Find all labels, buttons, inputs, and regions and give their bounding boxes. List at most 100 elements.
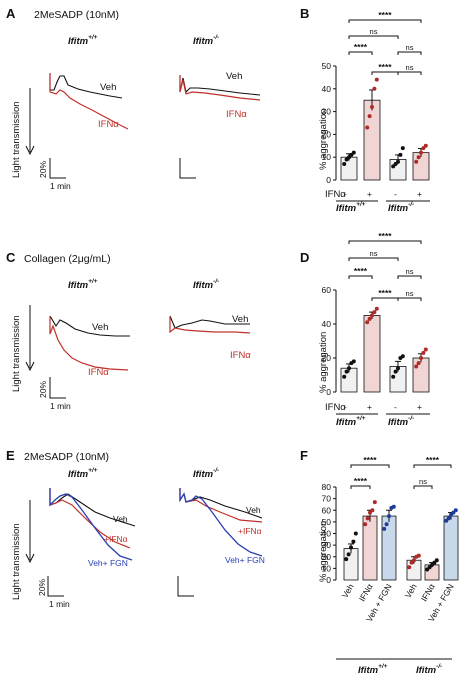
y-tick-label-b: 20 <box>322 129 332 139</box>
panel-c: C Collagen (2μg/mL) Ifitm+/+ Ifitm-/- Li… <box>6 250 251 411</box>
data-point-d <box>351 359 356 364</box>
trace-veh-wt-a <box>49 73 123 99</box>
bar-f <box>343 548 359 581</box>
group-label-wt-d: Ifitm+/+ <box>336 415 366 428</box>
genotype-ko-c: Ifitm-/- <box>193 278 219 291</box>
trace-label-veh-wt-c: Veh <box>92 322 108 333</box>
data-point-b <box>351 150 356 155</box>
bar-d <box>363 315 381 393</box>
data-point-d <box>365 320 370 325</box>
panel-label-d: D <box>300 250 309 265</box>
data-point-f <box>349 545 353 550</box>
sig-bracket-f <box>350 485 371 489</box>
data-point-f <box>453 508 458 513</box>
data-point-d <box>344 369 349 374</box>
sig-label-d: ns <box>370 249 378 258</box>
y-tick-label-b: 50 <box>322 61 332 71</box>
category-label-f: Veh <box>403 582 419 600</box>
data-point-d <box>370 313 374 318</box>
data-point-f <box>412 558 416 563</box>
trace-label-fgn-wt-e: Veh+ FGN <box>88 558 128 568</box>
sig-bracket-b <box>397 71 422 75</box>
trace-label-veh-ko-c: Veh <box>232 314 248 325</box>
panel-label-c: C <box>6 250 16 265</box>
trace-ifn-wt-e <box>49 488 131 549</box>
sign-b-4: + <box>417 189 422 199</box>
trace-label-ifn-wt-c: IFNα <box>88 367 109 378</box>
sig-label-b: ns <box>370 27 378 36</box>
scalebar-ko-e <box>177 576 194 597</box>
trace-label-ifn-wt-e: +IFNα <box>104 534 128 544</box>
scale-x-wt-e: 1 min <box>49 599 70 609</box>
sign-d-4: + <box>417 402 422 412</box>
group-label-wt-b: Ifitm+/+ <box>336 201 366 214</box>
data-point-f <box>387 514 391 519</box>
condition-label-a: 2MeSADP (10nM) <box>34 9 119 21</box>
trace-veh-ko-c <box>169 315 250 329</box>
sig-bracket-d <box>348 275 373 279</box>
category-label-f: IFNα <box>357 582 375 603</box>
trace-label-veh-ko-a: Veh <box>226 71 242 82</box>
data-point-d <box>414 364 419 369</box>
trace-label-ifn-ko-e: +IFNα <box>238 526 262 536</box>
condition-label-c: Collagen (2μg/mL) <box>24 253 111 265</box>
data-point-f <box>372 500 377 505</box>
sig-label-f: ns <box>419 477 427 486</box>
data-point-f <box>351 539 356 544</box>
group-label-ko-d: Ifitm-/- <box>388 415 414 428</box>
y-tick-label-f: 30 <box>322 540 332 550</box>
data-point-b <box>400 146 405 151</box>
y-tick-label-d: 20 <box>322 353 332 363</box>
sig-label-d: ns <box>406 267 414 276</box>
category-label-f: IFNα <box>419 582 437 603</box>
trace-ifn-ko-a <box>179 75 261 101</box>
sig-bracket-f <box>350 464 390 468</box>
sig-bracket-b <box>371 71 399 75</box>
data-point-f <box>370 508 375 513</box>
scale-x-wt-a: 1 min <box>50 181 71 191</box>
data-point-f <box>344 557 349 562</box>
arrow-head-c <box>25 361 35 372</box>
ylabel-c: Light transmission <box>11 315 22 392</box>
group-label-wt-f: Ifitm+/+ <box>358 663 388 676</box>
arrow-head-e <box>25 553 35 564</box>
scale-y-wt-c: 20% <box>38 381 48 398</box>
trace-fgn-wt-e <box>49 488 133 561</box>
data-point-b <box>398 152 403 157</box>
ifn-row-label-b: IFNα <box>325 189 346 200</box>
panel-label-a: A <box>6 6 16 21</box>
y-tick-label-d: 60 <box>322 285 332 295</box>
sig-bracket-f <box>413 485 433 489</box>
y-tick-label-f: 60 <box>322 505 332 515</box>
data-point-b <box>372 86 377 91</box>
sig-bracket-d <box>348 257 399 261</box>
data-point-f <box>353 531 358 536</box>
ylabel-b: % aggregation <box>318 109 329 170</box>
sign-b-3: - <box>394 189 397 199</box>
panel-a: A 2MeSADP (10nM) Ifitm+/+ Ifitm-/- Light… <box>6 6 261 191</box>
trace-ifn-ko-c <box>169 316 251 334</box>
panel-b: B % aggregation 01020304050********ns***… <box>300 6 430 214</box>
data-point-b <box>342 162 347 167</box>
trace-fgn-ko-e <box>179 488 263 557</box>
sig-label-d: **** <box>378 231 392 241</box>
data-point-f <box>416 553 421 558</box>
ifn-row-label-d: IFNα <box>325 402 346 413</box>
data-point-d <box>367 316 372 321</box>
sig-label-f: **** <box>363 455 377 465</box>
y-tick-label-f: 80 <box>322 482 332 492</box>
data-point-d <box>393 369 398 374</box>
data-point-d <box>372 310 377 315</box>
scale-x-wt-c: 1 min <box>50 401 71 411</box>
y-tick-label-b: 0 <box>326 175 331 185</box>
sig-bracket-b <box>397 51 422 55</box>
sig-bracket-b <box>348 19 422 23</box>
data-point-d <box>347 366 351 371</box>
sig-bracket-d <box>371 297 399 301</box>
sign-b-1: - <box>344 189 347 199</box>
sig-label-b: **** <box>378 62 392 72</box>
data-point-d <box>421 350 426 355</box>
ylabel-a: Light transmission <box>11 101 22 178</box>
